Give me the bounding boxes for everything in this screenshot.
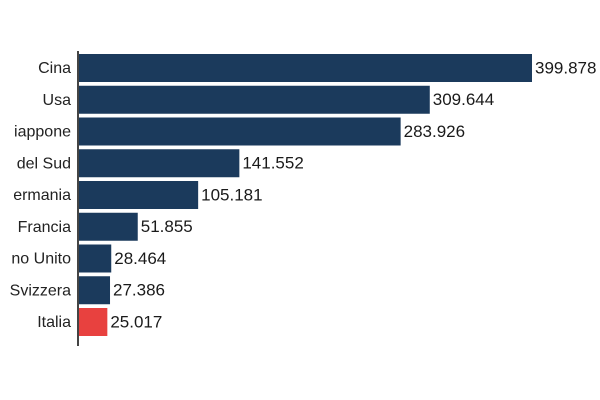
category-label: iappone — [14, 124, 71, 141]
value-label: 399.878 — [535, 58, 596, 77]
value-label: 51.855 — [141, 217, 193, 236]
value-label: 27.386 — [113, 281, 165, 300]
value-label: 105.181 — [201, 185, 262, 204]
category-label: ermania — [13, 187, 71, 204]
bar-ermania — [79, 181, 199, 209]
category-label: del Sud — [17, 155, 71, 172]
category-label: Usa — [43, 92, 72, 109]
value-label: 141.552 — [242, 154, 303, 173]
bar-svizzera — [79, 276, 111, 305]
bar-usa — [79, 85, 430, 114]
bar-del-sud — [79, 149, 240, 178]
value-label: 283.926 — [404, 122, 465, 141]
value-label: 309.644 — [433, 90, 494, 109]
category-label: Svizzera — [10, 282, 71, 299]
bar-cina — [79, 54, 532, 82]
category-label: Cina — [38, 60, 71, 77]
bar-francia — [79, 212, 138, 241]
category-label: Francia — [18, 219, 71, 236]
value-label: 28.464 — [114, 249, 166, 268]
bar-iappone — [79, 117, 401, 146]
bar-no-unito — [79, 244, 112, 273]
category-label: Italia — [37, 314, 71, 331]
bar-italia — [79, 308, 108, 336]
category-label: no Unito — [11, 251, 71, 268]
value-label: 25.017 — [110, 312, 162, 331]
